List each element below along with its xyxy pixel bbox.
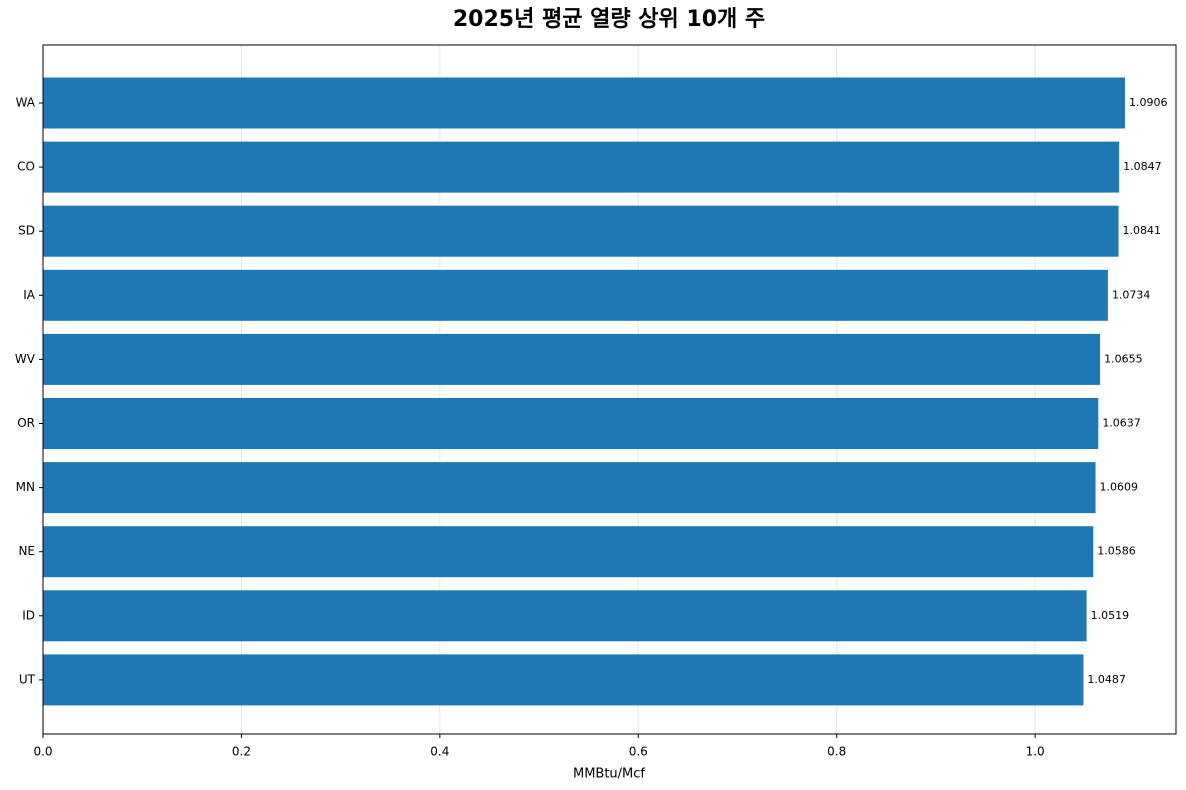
value-label: 1.0847 [1123,160,1162,173]
y-tick-label: SD [18,224,35,238]
value-label: 1.0655 [1104,352,1143,365]
bar [43,269,1108,321]
value-label: 1.0906 [1129,96,1168,109]
bars [43,77,1126,706]
x-tick-label: 0.2 [232,745,251,759]
bar [43,590,1087,642]
y-tick-label: OR [17,416,35,430]
bar [43,205,1119,257]
x-tick-label: 0.8 [827,745,846,759]
y-tick-label: CO [17,160,35,174]
y-tick-label: UT [19,672,36,686]
value-label: 1.0586 [1097,545,1136,558]
value-label: 1.0637 [1102,417,1141,430]
x-tick-label: 1.0 [1026,745,1045,759]
x-tick-label: 0.4 [430,745,449,759]
y-tick-label: WV [15,352,36,366]
bar [43,654,1084,706]
bar [43,141,1120,193]
x-tick-label: 0.0 [33,745,52,759]
x-axis-label: MMBtu/Mcf [573,767,645,782]
value-label: 1.0734 [1112,288,1151,301]
y-tick-label: WA [16,96,36,110]
y-tick-label: MN [16,480,35,494]
x-tick-label: 0.6 [629,745,648,759]
bar [43,462,1096,514]
bar [43,77,1126,129]
y-tick-label: IA [23,288,36,302]
bar [43,333,1101,385]
value-label: 1.0841 [1123,224,1162,237]
chart-title: 2025년 평균 열량 상위 10개 주 [453,7,765,32]
value-label: 1.0609 [1100,481,1139,494]
value-label: 1.0487 [1087,673,1126,686]
bar [43,398,1099,449]
value-label: 1.0519 [1091,609,1130,622]
plot-frame [42,44,1177,735]
y-tick-label: NE [18,544,35,558]
y-tick-label: ID [22,608,35,622]
bar [43,526,1094,578]
